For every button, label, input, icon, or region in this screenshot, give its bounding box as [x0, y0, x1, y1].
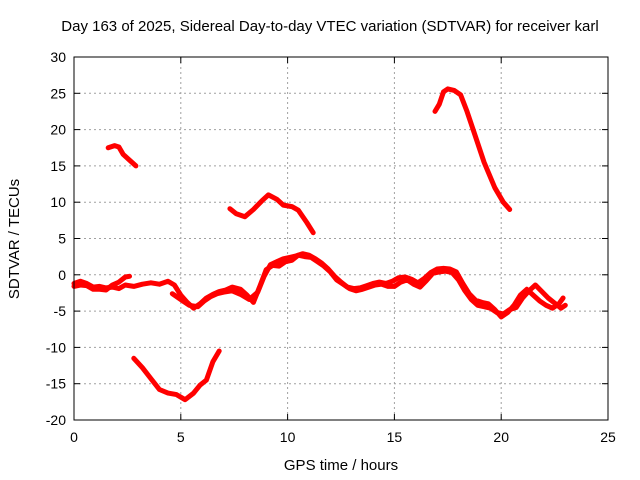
series-arc-3: [432, 86, 513, 212]
y-tick-label: -15: [46, 376, 66, 392]
series-arc-7: [169, 251, 566, 320]
y-ticks: -20 -15 -10 -5 0 5 10 15 20 25 30: [46, 49, 608, 428]
y-tick-label: -20: [46, 412, 66, 428]
x-tick-label: 5: [177, 429, 185, 445]
y-tick-label: 5: [58, 231, 66, 247]
y-tick-label: -10: [46, 339, 66, 355]
x-tick-label: 10: [280, 429, 296, 445]
x-tick-label: 20: [493, 429, 509, 445]
x-axis-label: GPS time / hours: [284, 457, 398, 474]
y-tick-label: 30: [50, 49, 66, 65]
x-ticks: 0 5 10 15 20 25: [70, 57, 616, 445]
x-tick-label: 15: [387, 429, 403, 445]
series-arc-2: [227, 192, 316, 236]
y-tick-label: 10: [50, 194, 66, 210]
x-tick-label: 0: [70, 429, 78, 445]
y-tick-label: 25: [50, 85, 66, 101]
y-tick-label: 20: [50, 122, 66, 138]
y-axis-label: SDTVAR / TECUs: [6, 179, 23, 299]
y-tick-label: 15: [50, 158, 66, 174]
x-tick-label: 25: [600, 429, 616, 445]
grid: [74, 57, 608, 420]
y-tick-label: -5: [54, 303, 67, 319]
series-group: [71, 86, 568, 403]
chart-title: Day 163 of 2025, Sidereal Day-to-day VTE…: [61, 18, 598, 35]
series-arc-1: [105, 143, 139, 169]
series-arc-6: [71, 273, 132, 293]
series-arc-4: [131, 348, 222, 403]
y-tick-label: 0: [58, 267, 66, 283]
